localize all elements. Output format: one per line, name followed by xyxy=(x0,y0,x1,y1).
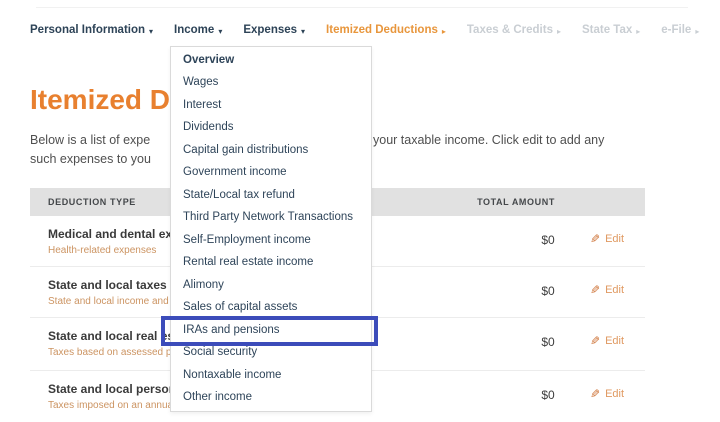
row-amount: $0 xyxy=(541,284,555,298)
column-header-deduction-type: DEDUCTION TYPE xyxy=(48,197,136,207)
nav-label: Taxes & Credits xyxy=(466,24,553,36)
menu-item-overview[interactable]: Overview xyxy=(183,53,235,66)
column-header-total-amount: TOTAL AMOUNT xyxy=(477,197,555,207)
row-subtitle: Health-related expenses xyxy=(48,245,157,256)
intro-text-line1-left: Below is a list of expe xyxy=(30,133,151,147)
top-border xyxy=(36,7,688,8)
row-amount: $0 xyxy=(541,233,555,247)
nav-personal-information[interactable]: Personal Information ▾ xyxy=(30,24,153,36)
nav-label: Itemized Deductions xyxy=(326,24,438,36)
nav-label: Expenses xyxy=(243,24,298,36)
menu-item-sales-of-capital-assets[interactable]: Sales of capital assets xyxy=(183,301,298,314)
page-title: Itemized D xyxy=(30,84,171,115)
row-title: Medical and dental exp xyxy=(48,227,180,241)
edit-button[interactable]: ✎ Edit xyxy=(590,283,624,297)
caret-down-icon: ▾ xyxy=(218,26,223,36)
nav-label: State Tax xyxy=(581,24,633,36)
menu-item-state-local-tax-refund[interactable]: State/Local tax refund xyxy=(183,188,295,201)
row-amount: $0 xyxy=(541,335,555,349)
income-dropdown-menu: Overview Wages Interest Dividends Capita… xyxy=(170,46,372,412)
caret-down-icon: ▾ xyxy=(149,26,154,36)
pencil-icon: ✎ xyxy=(590,232,601,246)
caret-right-icon: ▸ xyxy=(695,26,700,36)
pencil-icon: ✎ xyxy=(590,334,601,348)
main-nav: Personal Information ▾ Income ▾ Expenses… xyxy=(30,24,699,36)
edit-label: Edit xyxy=(605,335,625,347)
edit-label: Edit xyxy=(605,284,625,296)
edit-label: Edit xyxy=(605,388,625,400)
nav-itemized-deductions[interactable]: Itemized Deductions ▸ xyxy=(326,24,446,36)
menu-item-self-employment-income[interactable]: Self-Employment income xyxy=(183,233,311,246)
nav-state-tax[interactable]: State Tax ▸ xyxy=(582,24,640,36)
row-title: State and local taxes xyxy=(48,278,167,292)
menu-item-government-income[interactable]: Government income xyxy=(183,166,287,179)
menu-item-nontaxable-income[interactable]: Nontaxable income xyxy=(183,368,282,381)
caret-right-icon: ▸ xyxy=(636,26,641,36)
edit-button[interactable]: ✎ Edit xyxy=(590,387,624,401)
edit-button[interactable]: ✎ Edit xyxy=(590,334,624,348)
nav-label: Personal Information xyxy=(30,24,146,36)
menu-item-dividends[interactable]: Dividends xyxy=(183,121,234,134)
nav-taxes-credits[interactable]: Taxes & Credits ▸ xyxy=(467,24,561,36)
row-title: State and local person xyxy=(48,382,177,396)
pencil-icon: ✎ xyxy=(590,283,601,297)
menu-item-social-security[interactable]: Social security xyxy=(183,346,258,359)
menu-item-alimony[interactable]: Alimony xyxy=(183,278,224,291)
intro-text-line2: such expenses to you xyxy=(30,152,151,166)
menu-item-iras-and-pensions[interactable]: IRAs and pensions xyxy=(183,323,280,336)
edit-label: Edit xyxy=(605,233,625,245)
menu-item-capital-gain-distributions[interactable]: Capital gain distributions xyxy=(183,143,309,156)
edit-button[interactable]: ✎ Edit xyxy=(590,232,624,246)
caret-down-icon: ▾ xyxy=(301,26,306,36)
menu-item-interest[interactable]: Interest xyxy=(183,98,222,111)
menu-item-wages[interactable]: Wages xyxy=(183,76,219,89)
caret-right-icon: ▸ xyxy=(556,26,561,36)
menu-item-rental-real-estate-income[interactable]: Rental real estate income xyxy=(183,256,314,269)
row-subtitle: State and local income and xyxy=(48,296,169,307)
nav-income[interactable]: Income ▾ xyxy=(174,24,222,36)
nav-label: Income xyxy=(174,24,215,36)
pencil-icon: ✎ xyxy=(590,387,601,401)
caret-right-icon: ▸ xyxy=(441,26,446,36)
menu-item-other-income[interactable]: Other income xyxy=(183,391,253,404)
intro-text-line1-right: your taxable income. Click edit to add a… xyxy=(373,133,605,147)
row-subtitle: Taxes imposed on an annua xyxy=(48,400,174,411)
nav-expenses[interactable]: Expenses ▾ xyxy=(243,24,305,36)
menu-item-third-party-network-transactions[interactable]: Third Party Network Transactions xyxy=(183,211,354,224)
nav-label: e-File xyxy=(661,24,692,36)
row-amount: $0 xyxy=(541,388,555,402)
row-title: State and local real es xyxy=(48,329,175,343)
nav-efile[interactable]: e-File ▸ xyxy=(661,24,699,36)
row-subtitle: Taxes based on assessed pr xyxy=(48,347,175,358)
